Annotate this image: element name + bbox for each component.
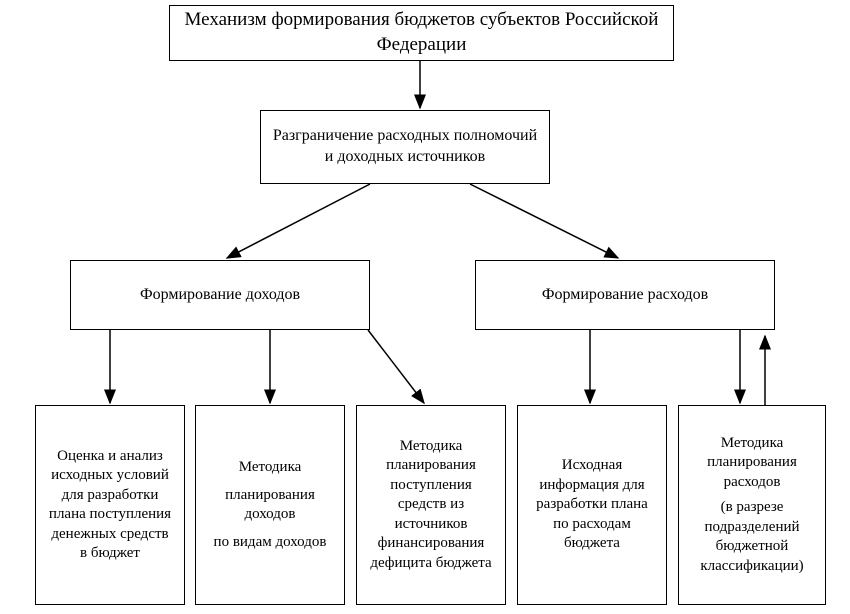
title-text: Механизм формирования бюджетов субъектов… — [180, 8, 663, 57]
income-box: Формирование доходов — [70, 260, 370, 330]
leaf2-content: Методика планирования доходов по видам д… — [206, 458, 334, 552]
title-box: Механизм формирования бюджетов субъектов… — [169, 5, 674, 61]
leaf4-box: Исходная информация для разработки плана… — [517, 405, 667, 605]
edge-delim-expense — [470, 184, 618, 258]
leaf1-box: Оценка и анализ исходных условий для раз… — [35, 405, 185, 605]
expense-box: Формирование расходов — [475, 260, 775, 330]
leaf1-text: Оценка и анализ исходных условий для раз… — [46, 447, 174, 564]
leaf4-text: Исходная информация для разработки плана… — [528, 456, 656, 554]
leaf3-text: Методика планирования поступления средст… — [367, 437, 495, 574]
leaf5-box: Методика планирования расходов (в разрез… — [678, 405, 826, 605]
expense-text: Формирование расходов — [542, 285, 708, 306]
leaf5-content: Методика планирования расходов (в разрез… — [689, 434, 815, 577]
leaf2-box: Методика планирования доходов по видам д… — [195, 405, 345, 605]
edge-delim-income — [227, 184, 370, 258]
leaf3-box: Методика планирования поступления средст… — [356, 405, 506, 605]
delimitation-text: Разграничение расходных полномочий и дох… — [271, 126, 539, 168]
delimitation-box: Разграничение расходных полномочий и дох… — [260, 110, 550, 184]
leaf2-line1: Методика — [206, 458, 334, 478]
edge-income-leaf3 — [368, 330, 424, 403]
leaf2-line3: по видам доходов — [206, 533, 334, 553]
leaf2-line2: планирования доходов — [206, 486, 334, 525]
income-text: Формирование доходов — [140, 285, 300, 306]
leaf5-line2: (в разрезе подразделений бюджетной класс… — [689, 498, 815, 576]
leaf5-line1: Методика планирования расходов — [689, 434, 815, 493]
